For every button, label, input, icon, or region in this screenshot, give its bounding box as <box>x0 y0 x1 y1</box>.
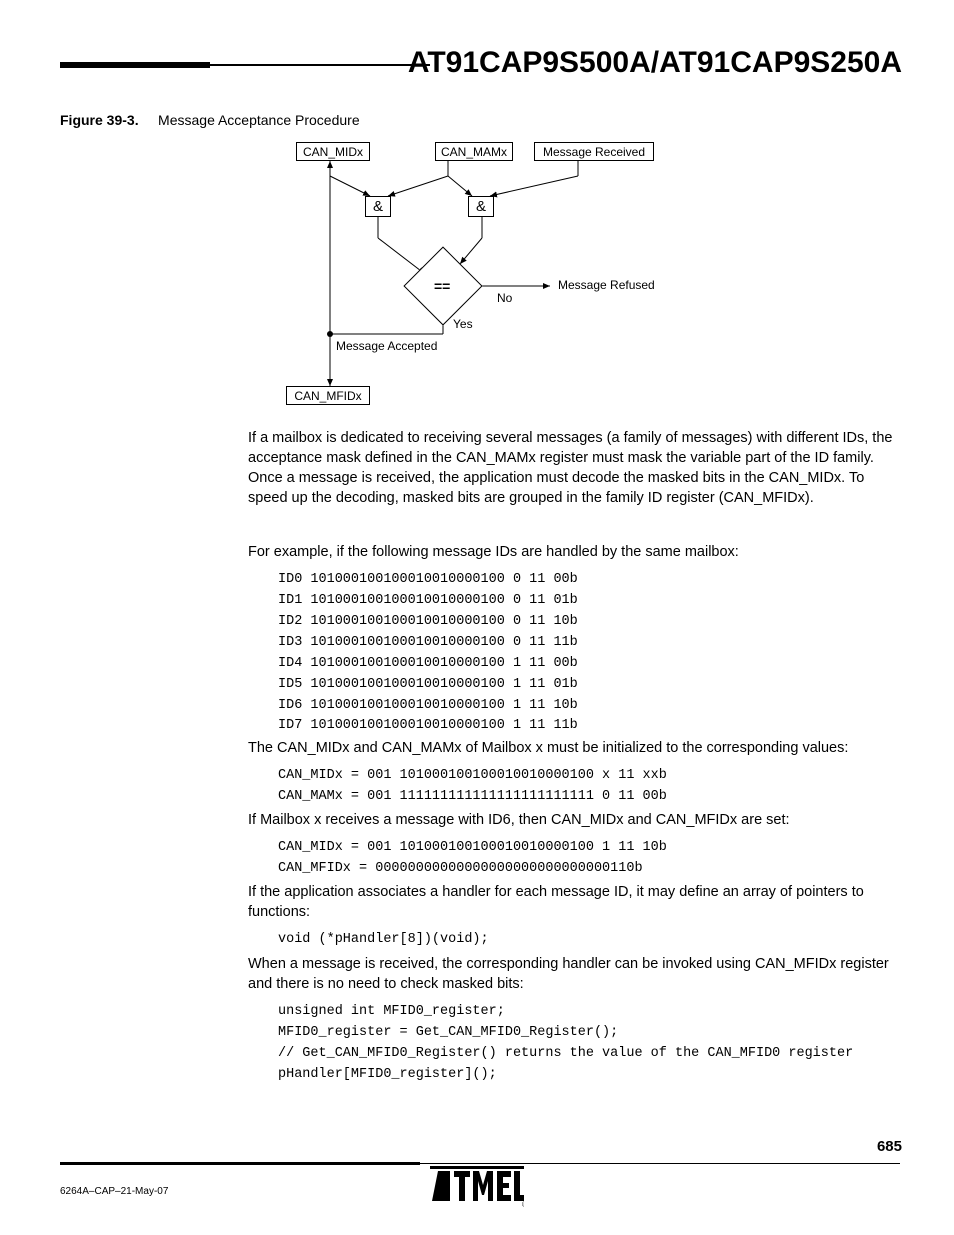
paragraph-2: For example, if the following message ID… <box>248 542 906 562</box>
node-can-mamx: CAN_MAMx <box>435 142 513 161</box>
header-thick-rule <box>60 62 210 68</box>
code-decl: void (*pHandler[8])(void); <box>278 930 489 951</box>
node-message-received: Message Received <box>534 142 654 161</box>
paragraph-4: If Mailbox x receives a message with ID6… <box>248 810 906 830</box>
footer-thick-rule <box>60 1162 420 1165</box>
svg-text:®: ® <box>522 1200 524 1209</box>
node-compare-label: == <box>434 278 450 294</box>
code-ids: ID0 101000100100010010000100 0 11 00b ID… <box>278 570 578 737</box>
figure-number: Figure 39-3. <box>60 112 139 128</box>
paragraph-1: If a mailbox is dedicated to receiving s… <box>248 428 906 508</box>
document-title: AT91CAP9S500A/AT91CAP9S250A <box>408 46 902 80</box>
paragraph-3: The CAN_MIDx and CAN_MAMx of Mailbox x m… <box>248 738 906 758</box>
node-can-midx: CAN_MIDx <box>296 142 370 161</box>
header-thin-line <box>210 64 430 66</box>
code-handler: unsigned int MFID0_register; MFID0_regis… <box>278 1002 853 1086</box>
page-number: 685 <box>877 1138 902 1155</box>
code-init: CAN_MIDx = 001 101000100100010010000100 … <box>278 766 667 808</box>
paragraph-5: If the application associates a handler … <box>248 882 906 922</box>
flowchart-diagram: CAN_MIDx CAN_MAMx Message Received & & =… <box>280 134 710 420</box>
node-can-mfidx: CAN_MFIDx <box>286 386 370 405</box>
label-message-refused: Message Refused <box>558 278 655 292</box>
node-and-left: & <box>365 196 391 217</box>
figure-title: Message Acceptance Procedure <box>158 112 360 128</box>
label-no: No <box>497 291 512 305</box>
figure-caption: Figure 39-3. Message Acceptance Procedur… <box>60 112 360 128</box>
flowchart-lines <box>280 134 710 420</box>
paragraph-6: When a message is received, the correspo… <box>248 954 906 994</box>
atmel-logo: ® <box>430 1163 524 1209</box>
node-and-right: & <box>468 196 494 217</box>
code-recv: CAN_MIDx = 001 101000100100010010000100 … <box>278 838 667 880</box>
document-id: 6264A–CAP–21-May-07 <box>60 1186 168 1197</box>
label-message-accepted: Message Accepted <box>336 339 437 353</box>
label-yes: Yes <box>453 317 473 331</box>
